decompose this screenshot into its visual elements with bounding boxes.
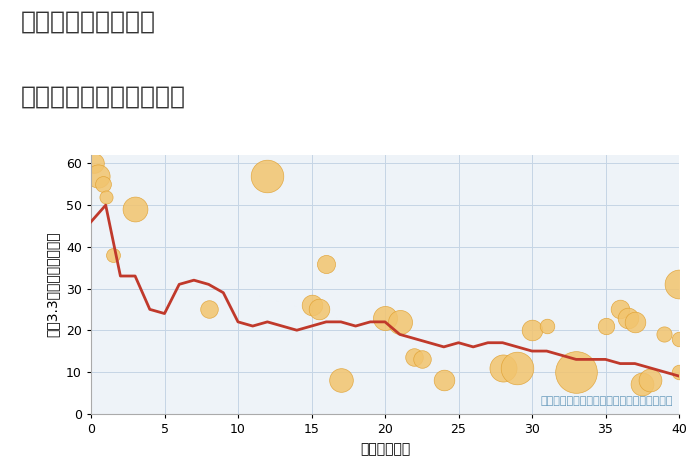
Point: [622, 314, 634, 321]
Text: 福岡県柳川市袋町の: 福岡県柳川市袋町の: [21, 9, 156, 33]
Point: [335, 376, 346, 384]
Point: [314, 306, 325, 313]
Point: [100, 193, 111, 201]
Point: [497, 364, 508, 371]
Point: [130, 205, 141, 213]
Point: [659, 330, 670, 338]
Point: [512, 364, 523, 371]
Point: [615, 306, 626, 313]
Point: [673, 368, 685, 376]
Point: [262, 172, 273, 180]
Point: [637, 381, 648, 388]
Point: [306, 301, 317, 309]
Text: 築年数別中古戸建て価格: 築年数別中古戸建て価格: [21, 85, 186, 109]
Point: [97, 180, 108, 188]
Point: [321, 260, 332, 267]
Point: [673, 281, 685, 288]
Point: [673, 335, 685, 342]
Point: [629, 318, 641, 326]
Point: [600, 322, 611, 330]
Point: [394, 318, 405, 326]
Y-axis label: 坪（3.3㎡）単価（万円）: 坪（3.3㎡）単価（万円）: [45, 232, 59, 337]
Point: [379, 314, 391, 321]
Point: [570, 368, 582, 376]
Point: [416, 356, 427, 363]
Point: [88, 160, 99, 167]
Point: [409, 353, 420, 361]
Point: [108, 251, 119, 259]
Point: [541, 322, 552, 330]
Text: 円の大きさは、取引のあった物件面積を示す: 円の大きさは、取引のあった物件面積を示す: [540, 396, 673, 406]
Point: [644, 376, 655, 384]
Point: [92, 172, 104, 180]
X-axis label: 築年数（年）: 築年数（年）: [360, 443, 410, 456]
Point: [203, 306, 214, 313]
Point: [526, 327, 538, 334]
Point: [438, 376, 449, 384]
